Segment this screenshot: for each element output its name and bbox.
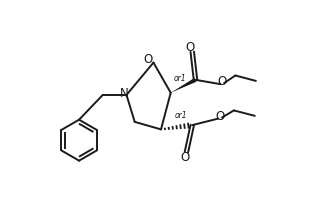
Text: O: O: [143, 53, 153, 66]
Text: O: O: [215, 110, 224, 123]
Text: or1: or1: [174, 74, 186, 82]
Text: O: O: [217, 75, 227, 88]
Text: N: N: [120, 87, 129, 100]
Text: or1: or1: [175, 111, 188, 120]
Polygon shape: [171, 78, 196, 93]
Text: O: O: [185, 41, 195, 54]
Text: O: O: [181, 151, 190, 164]
